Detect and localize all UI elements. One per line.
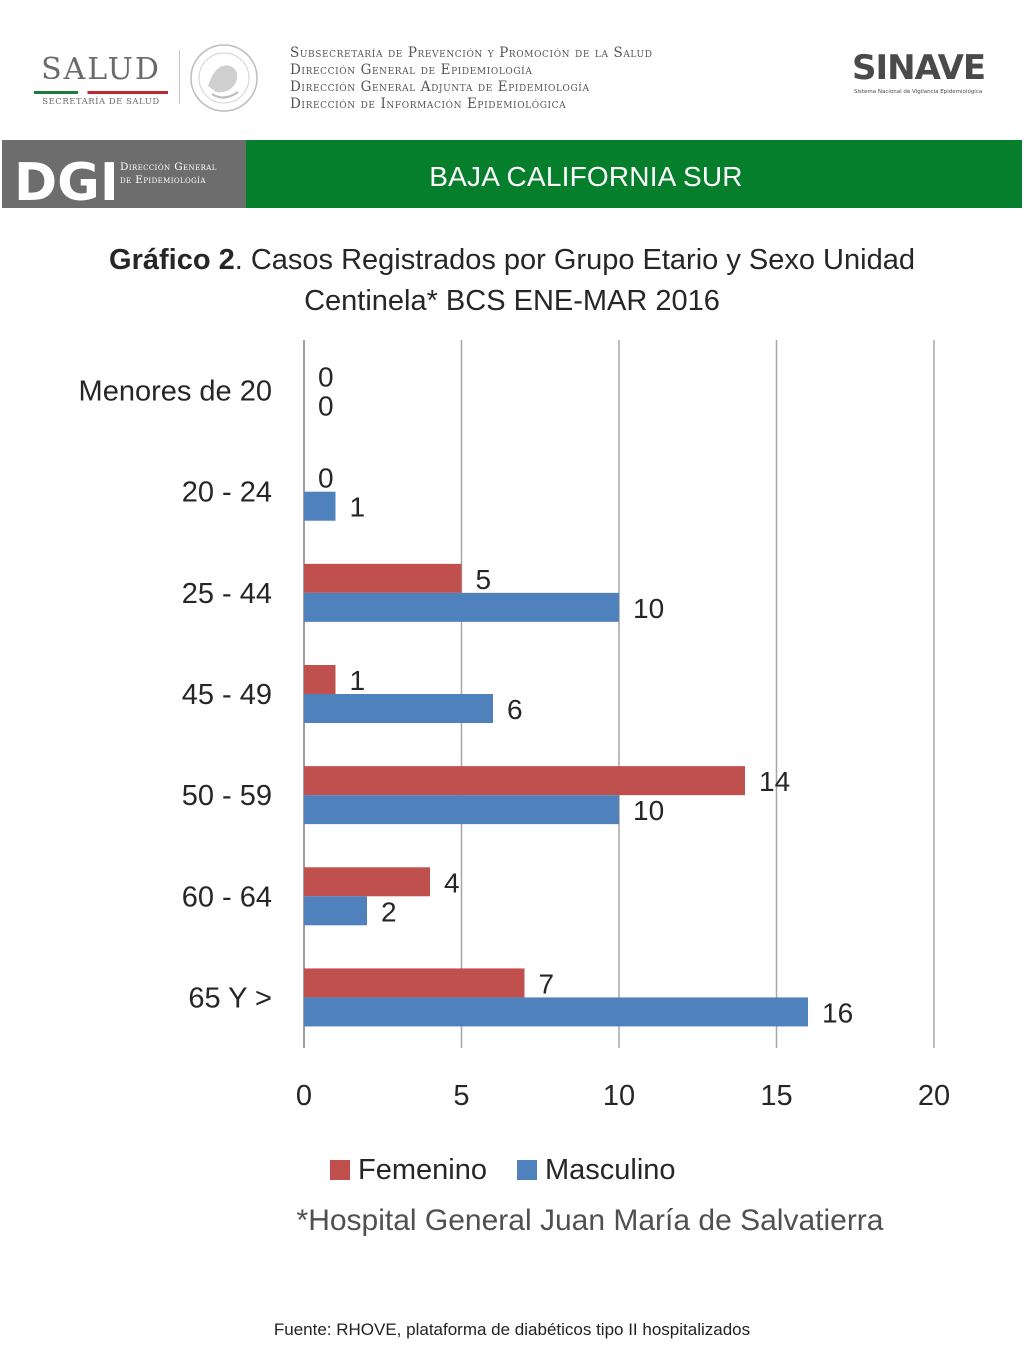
chart-title-text: . Casos Registrados por Grupo Etario y S… [234, 244, 915, 317]
bars [304, 491, 808, 1027]
state-title: BAJA CALIFORNIA SUR [429, 161, 743, 192]
category-label: 60 - 64 [182, 881, 272, 913]
legend-swatch-femenino [330, 1160, 350, 1180]
x-tick-labels: 0 5 10 15 20 [296, 1080, 950, 1112]
government-lines: Subsecretaría de Prevención y Promoción … [290, 45, 810, 113]
data-label: 1 [350, 665, 366, 696]
bar-masculino [304, 997, 808, 1027]
chart-legend: Femenino Masculino [330, 1150, 706, 1190]
state-panel: BAJA CALIFORNIA SUR [246, 140, 1022, 208]
legend-label: Masculino [544, 1153, 676, 1186]
dge-panel: DGE Dirección General de Epidemiología [2, 140, 246, 208]
x-tick-label: 20 [918, 1080, 950, 1112]
legend-item-masculino: Masculino [516, 1153, 676, 1187]
x-tick-label: 15 [760, 1080, 792, 1112]
gov-line: Subsecretaría de Prevención y Promoción … [290, 45, 653, 61]
legend-swatch-masculino [516, 1160, 537, 1180]
national-seal-icon [190, 44, 258, 112]
bar-femenino [304, 968, 525, 998]
data-label: 10 [633, 795, 664, 826]
category-label: 45 - 49 [182, 679, 272, 711]
dge-text-line: Dirección General [120, 161, 217, 173]
category-label: 65 Y > [188, 982, 272, 1014]
data-label: 14 [759, 766, 790, 797]
sinave-logo-subtitle: Sistema Nacional de Vigilancia Epidemiol… [854, 89, 983, 95]
sinave-logo: SINAVE Sistema Nacional de Vigilancia Ep… [852, 48, 992, 100]
salud-logo: SALUD SECRETARÍA DE SALUD [26, 52, 176, 107]
data-label: 7 [539, 968, 555, 999]
data-label: 2 [381, 896, 397, 927]
category-label: 20 - 24 [182, 477, 272, 509]
footnote: *Hospital General Juan María de Salvatie… [296, 1204, 884, 1237]
bar-femenino [304, 766, 745, 796]
bar-femenino [304, 563, 462, 593]
x-tick-label: 10 [603, 1080, 635, 1112]
page-header: SALUD SECRETARÍA DE SALUD Subsecretaría … [0, 0, 1024, 140]
bar-masculino [304, 896, 367, 926]
chart-title: Gráfico 2. Casos Registrados por Grupo E… [60, 240, 964, 322]
bar-femenino [304, 665, 336, 694]
data-label: 16 [822, 997, 853, 1028]
category-labels: Menores de 20 20 - 24 25 - 44 45 - 49 50 - 5… [79, 376, 272, 1015]
data-label: 6 [507, 694, 523, 725]
bar-masculino [304, 795, 619, 825]
dge-text-line: de Epidemiología [120, 174, 206, 186]
region-banner: DGE Dirección General de Epidemiología B… [2, 140, 1022, 208]
gov-line: Dirección de Información Epidemiológica [290, 96, 567, 112]
source-note: Fuente: RHOVE, plataforma de diabéticos … [273, 1320, 751, 1339]
data-label: 0 [318, 362, 334, 393]
gov-line: Dirección General Adjunta de Epidemiolog… [290, 79, 590, 95]
bar-femenino [304, 867, 430, 897]
bar-masculino [304, 694, 493, 723]
chart-title-number: Gráfico 2 [109, 244, 235, 276]
data-label: 10 [633, 593, 664, 624]
header-divider [179, 50, 180, 104]
salud-logo-stripe [34, 91, 168, 94]
data-label: 5 [476, 564, 492, 595]
legend-label: Femenino [358, 1153, 487, 1186]
category-label: 50 - 59 [182, 780, 272, 812]
dge-text: Dirección General de Epidemiología [120, 161, 217, 187]
data-label: 1 [350, 492, 366, 523]
data-label: 0 [318, 463, 334, 494]
bar-masculino [304, 592, 619, 622]
bar-masculino [304, 491, 336, 521]
salud-logo-text: SALUD [41, 52, 161, 87]
category-label: 25 - 44 [182, 578, 272, 610]
gov-line: Dirección General de Epidemiología [290, 62, 533, 78]
dge-logo-icon: DGE [14, 153, 114, 204]
data-label: 4 [444, 867, 460, 898]
dge-logo-text: DGE [14, 153, 114, 204]
legend-item-femenino: Femenino [330, 1154, 487, 1187]
salud-logo-subtitle: SECRETARÍA DE SALUD [42, 97, 160, 107]
x-tick-label: 5 [453, 1080, 469, 1112]
sinave-logo-text: SINAVE [852, 48, 986, 88]
data-label: 0 [318, 391, 334, 422]
category-label: Menores de 20 [79, 376, 272, 408]
x-tick-label: 0 [296, 1080, 312, 1112]
